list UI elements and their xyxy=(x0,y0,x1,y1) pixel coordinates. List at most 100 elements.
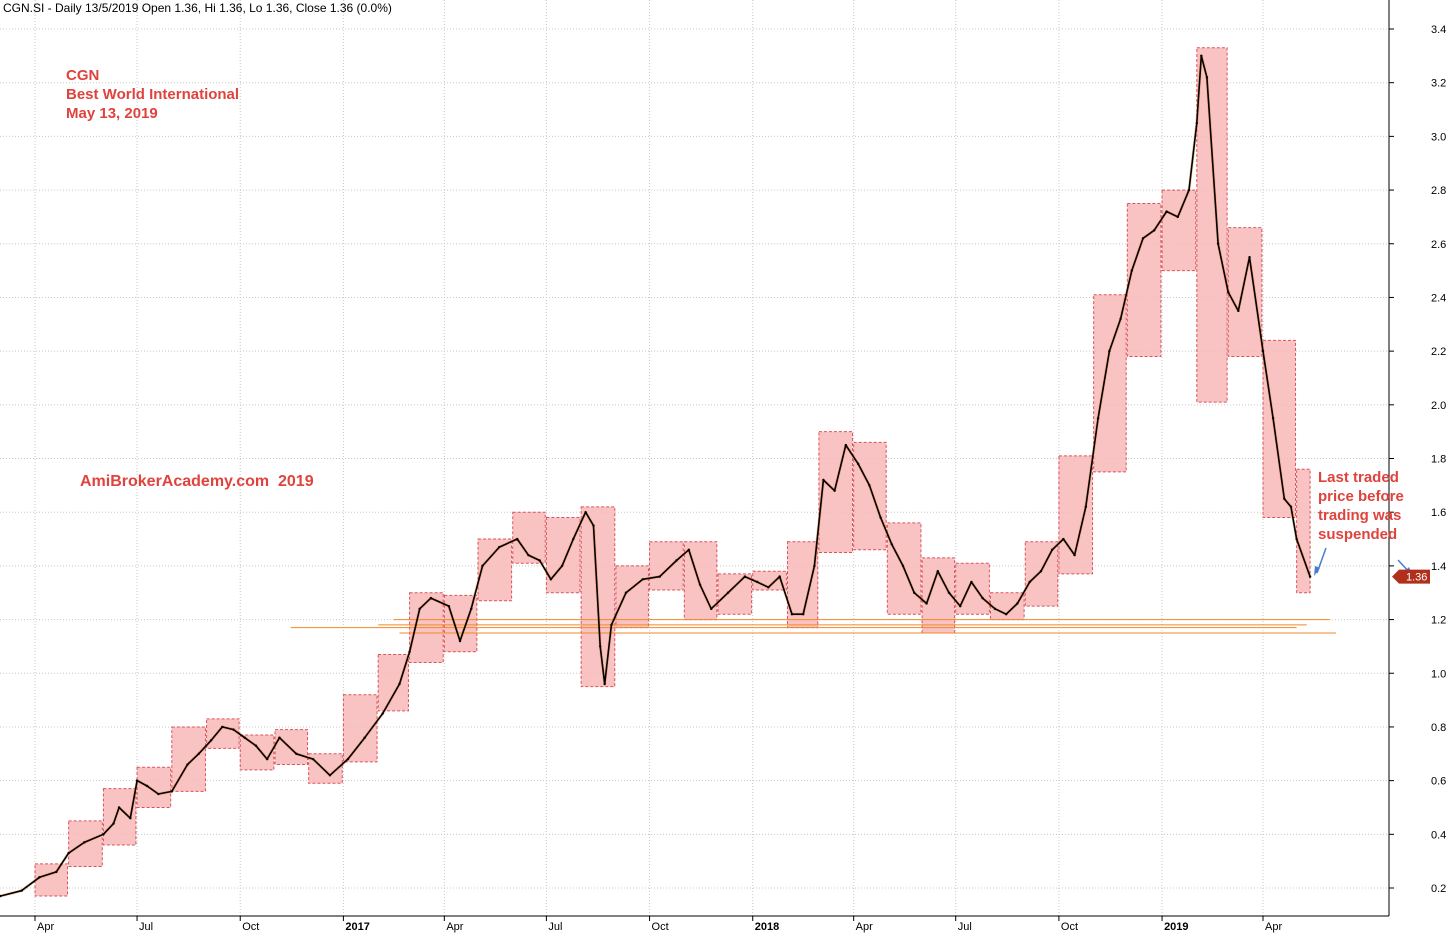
range-box xyxy=(615,565,649,629)
x-tick-label: Jul xyxy=(139,921,153,933)
price-point xyxy=(675,559,678,562)
price-point xyxy=(38,876,41,879)
note-arrow-left-head xyxy=(1314,566,1320,576)
x-tick-label: Apr xyxy=(37,921,54,933)
range-box xyxy=(206,718,240,749)
price-point xyxy=(572,537,575,541)
price-point xyxy=(1165,210,1168,213)
y-tick-label: 1.6 xyxy=(1431,507,1446,519)
price-point xyxy=(363,736,366,739)
price-point xyxy=(1176,215,1179,219)
price-point xyxy=(197,752,200,755)
price-point xyxy=(1295,537,1298,541)
price-point xyxy=(429,596,433,600)
price-point xyxy=(398,682,401,686)
price-point xyxy=(658,575,661,578)
price-point xyxy=(1050,548,1054,551)
price-point xyxy=(947,591,951,594)
price-point xyxy=(418,607,421,611)
price-point xyxy=(232,728,235,731)
chart-header: CGN.SI - Daily 13/5/2019 Open 1.36, Hi 1… xyxy=(3,1,392,15)
price-point xyxy=(1073,553,1076,557)
range-box xyxy=(34,863,69,897)
price-point xyxy=(925,602,928,605)
last-price-tag: 1.36 xyxy=(1392,569,1430,584)
y-tick-label: 0.2 xyxy=(1431,883,1446,895)
y-tick-label: 3.2 xyxy=(1431,78,1446,90)
price-point xyxy=(560,564,564,568)
price-point xyxy=(243,736,246,739)
price-point xyxy=(743,575,747,578)
price-point xyxy=(254,744,258,747)
range-box xyxy=(1196,47,1228,403)
price-point xyxy=(1039,570,1043,573)
price-point xyxy=(157,792,160,796)
price-point xyxy=(756,580,759,584)
price-point xyxy=(790,612,794,616)
price-point xyxy=(1205,76,1209,79)
price-point xyxy=(346,757,350,761)
price-point xyxy=(1200,54,1203,58)
x-tick-label: 2017 xyxy=(345,921,369,933)
price-point xyxy=(458,639,462,643)
range-box xyxy=(955,562,990,615)
price-point xyxy=(778,575,781,578)
price-point xyxy=(913,591,916,594)
y-tick-label: 2.2 xyxy=(1431,346,1446,358)
price-point xyxy=(698,583,702,586)
price-point xyxy=(20,889,23,892)
x-axis-ticks: Apr Jul Oct 2017 Apr Jul Oct 2018 Apr Jul Oct 2019 A… xyxy=(34,916,1282,933)
price-point xyxy=(1108,349,1111,353)
price-point xyxy=(1016,602,1019,605)
x-tick-label: Jul xyxy=(548,921,562,933)
price-point xyxy=(624,591,628,594)
price-point xyxy=(295,752,298,755)
price-point xyxy=(1248,255,1251,259)
range-box xyxy=(1058,455,1094,575)
price-point xyxy=(603,682,606,686)
range-box xyxy=(1227,227,1263,357)
price-point xyxy=(102,833,105,836)
y-tick-label: 1.0 xyxy=(1431,668,1446,680)
watermark-label: AmiBrokerAcademy.com 2019 xyxy=(80,473,314,490)
price-point xyxy=(856,462,860,466)
price-point xyxy=(112,822,115,825)
range-box xyxy=(1262,339,1297,519)
note-line-4: suspended xyxy=(1318,526,1397,543)
price-point xyxy=(527,553,530,557)
price-point xyxy=(1227,290,1230,294)
price-point xyxy=(1271,417,1275,420)
price-point xyxy=(833,489,836,492)
price-point xyxy=(311,757,315,761)
range-box xyxy=(377,653,409,712)
range-box xyxy=(68,820,103,868)
price-point xyxy=(1261,349,1265,353)
price-point xyxy=(67,851,70,855)
price-point xyxy=(592,524,595,527)
y-tick-label: 2.4 xyxy=(1431,292,1446,304)
price-point xyxy=(117,806,121,809)
x-tick-label: Apr xyxy=(856,921,873,933)
price-point xyxy=(83,841,86,844)
price-point xyxy=(265,757,269,761)
price-point xyxy=(1096,417,1100,420)
price-point xyxy=(1028,580,1031,584)
x-tick-label: Apr xyxy=(1265,921,1282,933)
price-point xyxy=(408,650,411,653)
price-point xyxy=(813,564,816,568)
price-point xyxy=(959,604,962,608)
price-point xyxy=(1130,269,1133,272)
price-point xyxy=(890,543,893,546)
price-line xyxy=(0,55,1311,897)
price-tag-text: 1.36 xyxy=(1406,572,1427,584)
price-point xyxy=(993,607,997,611)
company-label: Best World International xyxy=(66,86,239,103)
price-point xyxy=(610,623,613,627)
price-tag-shape xyxy=(1392,569,1430,584)
price-point xyxy=(868,484,871,487)
price-point xyxy=(1195,121,1199,125)
range-box xyxy=(171,726,206,792)
price-point xyxy=(970,580,973,584)
range-box xyxy=(239,734,275,771)
